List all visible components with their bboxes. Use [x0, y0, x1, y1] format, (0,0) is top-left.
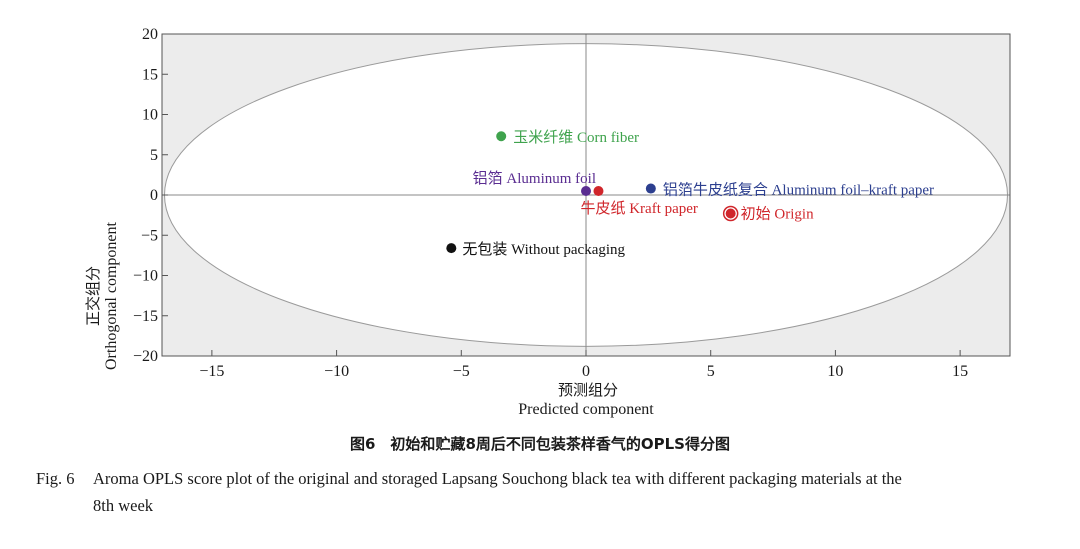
y-tick-label: 15 — [142, 66, 158, 83]
data-point-ring — [722, 205, 739, 222]
y-tick-label: 0 — [150, 187, 158, 204]
data-point-label: 牛皮纸 Kraft paper — [580, 200, 697, 217]
data-point-label: 铝箔牛皮纸复合 Aluminum foil–kraft paper — [663, 181, 934, 199]
data-point — [496, 131, 507, 142]
y-axis-label-en: Orthogonal component — [103, 222, 120, 370]
data-point — [581, 185, 591, 196]
figure-number: Fig. 6 — [36, 469, 75, 488]
data-point-label: 初始 Origin — [741, 206, 814, 223]
caption-line-1: Aroma OPLS score plot of the original an… — [93, 469, 902, 488]
x-tick-label: −10 — [324, 363, 349, 380]
x-tick-label: 0 — [582, 363, 590, 380]
data-point-label: 铝箔 Aluminum foil — [473, 170, 596, 187]
x-axis-label-en: Predicted component — [518, 401, 654, 418]
data-point — [645, 183, 656, 194]
y-tick-label: −20 — [133, 348, 158, 365]
y-axis-label-cn: 正交组分 — [84, 266, 102, 327]
score-plot: −15 −10 −5 0 5 10 15 −20 −15 −10 −5 0 5 10 15 20 玉米纤维 … — [133, 26, 1011, 380]
caption-line-2: 8th week — [93, 496, 154, 515]
y-tick-label: 5 — [150, 147, 158, 164]
figure-caption-en: Fig. 6 Aroma OPLS score plot of the origi… — [36, 465, 1071, 519]
x-tick-label: −15 — [199, 363, 224, 380]
x-tick-label: 5 — [707, 363, 715, 380]
y-axis-label: 正交组分 Orthogonal component — [82, 222, 121, 370]
data-point — [593, 185, 604, 196]
data-points: 玉米纤维 Corn fiber 铝箔 Aluminum foil 牛皮纸 Kraft… — [446, 129, 934, 258]
data-point — [446, 243, 457, 254]
data-point — [725, 208, 736, 219]
x-ticks: −15 −10 −5 0 5 10 15 — [199, 350, 968, 380]
data-point-label: 玉米纤维 Corn fiber — [513, 129, 639, 146]
x-tick-label: −5 — [453, 363, 470, 380]
y-tick-label: −10 — [133, 268, 158, 285]
y-tick-label: −5 — [141, 227, 158, 244]
y-tick-label: 10 — [142, 107, 158, 124]
y-tick-label: 20 — [142, 26, 158, 43]
figure-caption-cn: 图6 初始和贮藏8周后不同包装茶样香气的OPLS得分图 — [350, 435, 730, 453]
x-tick-label: 15 — [952, 363, 968, 380]
data-point-label: 无包装 Without packaging — [462, 241, 625, 258]
x-axis-label-cn: 预测组分 — [557, 381, 618, 399]
y-ticks: −20 −15 −10 −5 0 5 10 15 20 — [133, 26, 168, 365]
x-tick-label: 10 — [827, 363, 843, 380]
y-tick-label: −15 — [133, 308, 158, 325]
